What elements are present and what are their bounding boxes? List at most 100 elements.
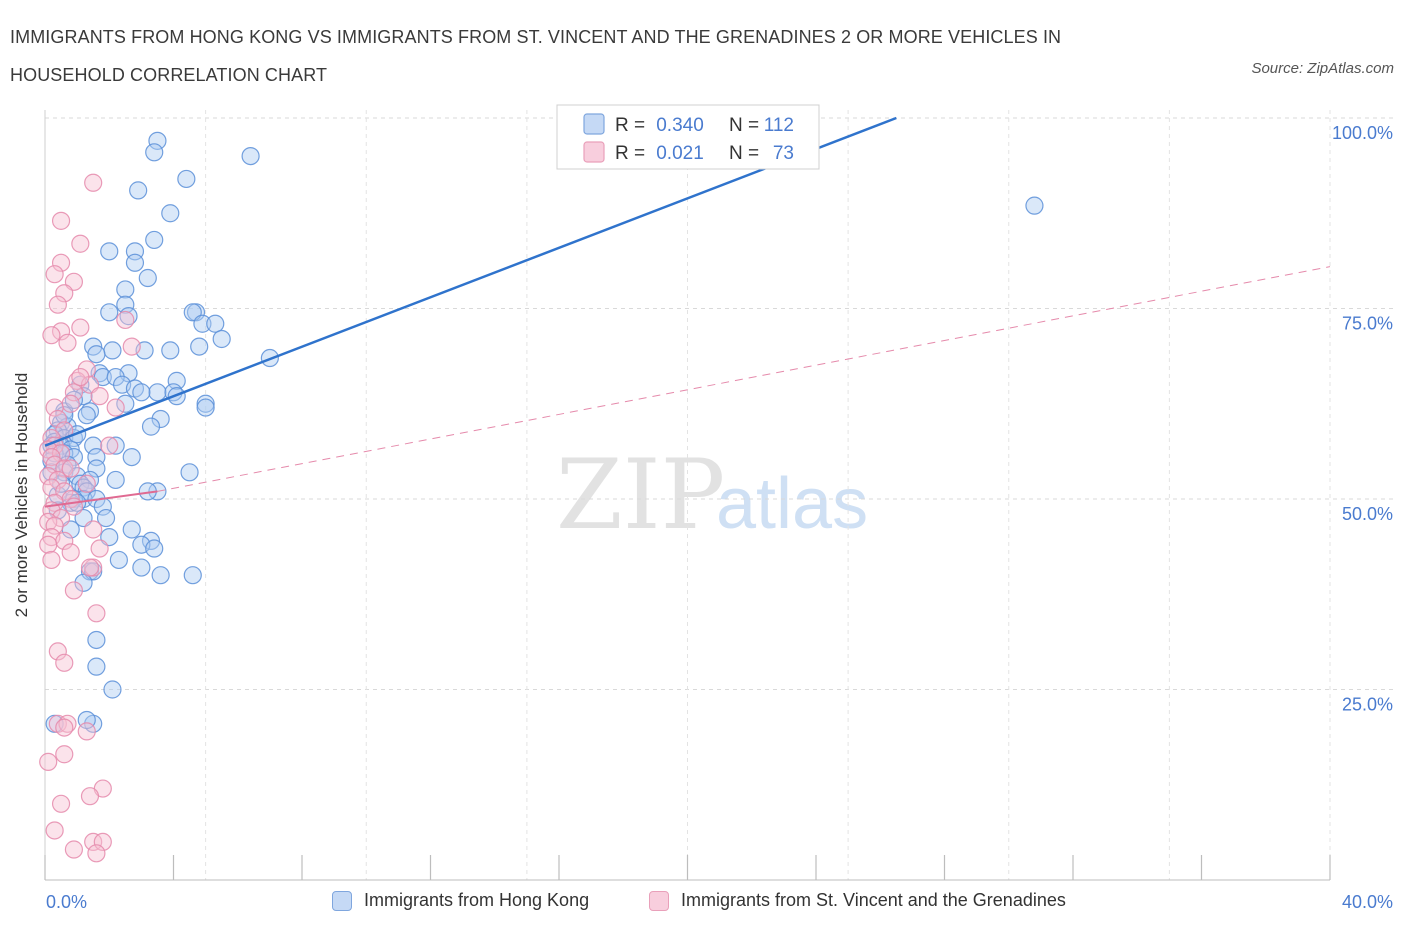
point-st-vincent [42, 550, 61, 570]
point-hong-kong [87, 459, 106, 478]
stats-r-value: 0.340 [656, 115, 704, 136]
point-st-vincent [71, 318, 90, 337]
x-tick-label: 0.0% [46, 892, 87, 912]
watermark-atlas: atlas [716, 464, 868, 544]
point-st-vincent [55, 284, 74, 303]
point-hong-kong [167, 371, 186, 390]
source-note: Source: ZipAtlas.com [1251, 60, 1394, 77]
legend-item-st-vincent: Immigrants from St. Vincent and the Gren… [649, 890, 1066, 911]
legend-item-hong-kong: Immigrants from Hong Kong [332, 890, 589, 911]
point-hong-kong [212, 329, 231, 349]
trendline-st-vincent [44, 490, 158, 508]
point-st-vincent [48, 642, 67, 661]
trendline-st-vincent-dashed [157, 266, 1331, 492]
point-hong-kong [196, 394, 215, 413]
watermark-zip: ZIP [556, 439, 725, 551]
point-hong-kong [148, 131, 167, 150]
point-st-vincent [100, 436, 119, 455]
stats-n-label: N = [729, 115, 759, 136]
trendline-hong-kong [44, 116, 897, 447]
point-hong-kong [161, 204, 180, 223]
point-hong-kong [141, 417, 161, 436]
point-hong-kong [148, 383, 167, 402]
point-hong-kong [84, 436, 103, 455]
point-st-vincent [122, 337, 141, 356]
point-hong-kong [129, 181, 148, 200]
point-hong-kong [132, 558, 151, 577]
point-hong-kong [87, 657, 106, 676]
point-st-vincent [55, 745, 74, 764]
point-st-vincent [55, 653, 74, 672]
point-hong-kong [125, 253, 145, 272]
point-hong-kong [109, 550, 128, 570]
point-hong-kong [100, 303, 119, 322]
point-hong-kong [196, 398, 215, 417]
point-hong-kong [151, 409, 170, 429]
point-st-vincent [48, 470, 67, 490]
point-hong-kong [190, 337, 209, 356]
point-hong-kong [206, 314, 225, 333]
y-tick-label: 75.0% [1342, 314, 1393, 334]
point-st-vincent [84, 173, 103, 192]
point-st-vincent [42, 326, 61, 345]
point-st-vincent [61, 459, 80, 478]
point-st-vincent [55, 459, 74, 478]
stats-r-label: R = [615, 115, 645, 136]
x-tick-label: 40.0% [1342, 892, 1393, 912]
y-tick-label: 100.0% [1332, 123, 1393, 143]
point-st-vincent [39, 467, 58, 486]
point-hong-kong [145, 230, 164, 250]
point-st-vincent [77, 722, 96, 741]
point-st-vincent [116, 310, 135, 330]
point-hong-kong [1025, 196, 1044, 215]
point-st-vincent [64, 383, 84, 402]
point-hong-kong [116, 280, 135, 299]
point-st-vincent [51, 322, 71, 341]
point-st-vincent [55, 718, 74, 737]
point-st-vincent [71, 234, 90, 253]
point-hong-kong [87, 345, 106, 364]
y-tick-label: 50.0% [1342, 504, 1393, 524]
point-st-vincent [61, 394, 80, 413]
point-st-vincent [39, 535, 58, 554]
point-st-vincent [64, 581, 84, 600]
point-st-vincent [51, 253, 71, 272]
point-hong-kong [180, 463, 199, 482]
legend-label-st-vincent: Immigrants from St. Vincent and the Gren… [681, 890, 1066, 910]
y-axis-label: 2 or more Vehicles in Household [12, 372, 31, 618]
chart-title: IMMIGRANTS FROM HONG KONG VS IMMIGRANTS … [10, 27, 1062, 85]
point-st-vincent [90, 387, 109, 406]
point-hong-kong [122, 520, 141, 539]
stats-n-value: 112 [764, 115, 794, 136]
stats-n-value: 73 [773, 143, 794, 164]
point-hong-kong [241, 147, 260, 166]
point-st-vincent [51, 444, 71, 463]
point-hong-kong [116, 394, 135, 413]
point-hong-kong [145, 539, 164, 558]
stats-r-label: R = [615, 143, 645, 164]
point-st-vincent [80, 558, 100, 577]
stats-n-label: N = [729, 143, 759, 164]
legend-label-hong-kong: Immigrants from Hong Kong [364, 890, 590, 910]
point-hong-kong [103, 341, 122, 360]
point-hong-kong [77, 406, 96, 425]
point-st-vincent [48, 295, 67, 314]
point-hong-kong [103, 680, 122, 699]
point-st-vincent [58, 333, 77, 352]
stats-swatch-blue [583, 113, 605, 135]
point-hong-kong [177, 169, 196, 189]
y-tick-label: 25.0% [1342, 695, 1393, 715]
point-hong-kong [145, 143, 164, 162]
point-hong-kong [161, 341, 180, 360]
point-st-vincent [93, 832, 112, 852]
point-hong-kong [100, 242, 119, 261]
point-hong-kong [132, 383, 151, 402]
point-st-vincent [84, 832, 103, 852]
point-hong-kong [183, 566, 202, 585]
stats-r-value: 0.021 [656, 143, 704, 164]
point-hong-kong [122, 447, 141, 467]
legend-swatch-pink [649, 890, 669, 911]
point-st-vincent [45, 821, 64, 840]
point-hong-kong [151, 566, 170, 585]
